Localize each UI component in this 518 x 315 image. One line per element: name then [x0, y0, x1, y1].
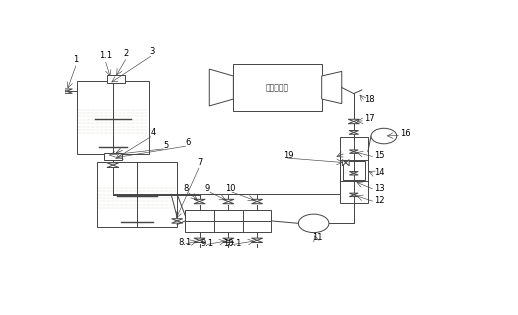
Polygon shape	[194, 240, 205, 243]
Text: 8.1: 8.1	[179, 238, 192, 247]
Text: 19: 19	[283, 151, 294, 160]
Text: 16: 16	[400, 129, 411, 138]
Circle shape	[371, 128, 397, 144]
Polygon shape	[348, 122, 359, 124]
Text: 14: 14	[374, 168, 384, 177]
Bar	[98, 184, 176, 209]
Polygon shape	[223, 202, 234, 204]
Bar	[340, 137, 368, 203]
Text: 9.1: 9.1	[200, 239, 213, 248]
Text: 枴炒反应炉: 枴炒反应炉	[266, 83, 289, 92]
Text: 9: 9	[205, 184, 210, 192]
Text: 10.1: 10.1	[223, 239, 242, 248]
Polygon shape	[349, 130, 358, 132]
Polygon shape	[252, 199, 263, 202]
Bar	[233, 65, 322, 111]
Polygon shape	[194, 238, 205, 240]
Polygon shape	[107, 165, 119, 168]
Text: 7: 7	[197, 158, 203, 167]
Text: 15: 15	[374, 151, 384, 160]
Bar	[107, 75, 125, 83]
Bar	[78, 107, 148, 135]
Polygon shape	[194, 202, 205, 204]
Text: 4: 4	[151, 128, 156, 137]
Bar	[104, 152, 122, 160]
Polygon shape	[348, 119, 359, 122]
Text: 6: 6	[185, 138, 191, 147]
Polygon shape	[349, 172, 358, 173]
Polygon shape	[349, 173, 358, 175]
Text: 11: 11	[312, 232, 322, 242]
Polygon shape	[171, 221, 183, 223]
Text: 13: 13	[374, 184, 384, 192]
Polygon shape	[223, 199, 234, 202]
Polygon shape	[349, 150, 358, 152]
Text: 18: 18	[364, 95, 375, 104]
Polygon shape	[349, 132, 358, 134]
Polygon shape	[349, 152, 358, 153]
Polygon shape	[171, 219, 183, 221]
Polygon shape	[107, 163, 119, 165]
Polygon shape	[346, 160, 349, 166]
Polygon shape	[194, 199, 205, 202]
Bar	[97, 162, 177, 227]
Text: 17: 17	[364, 114, 375, 123]
Polygon shape	[223, 238, 234, 240]
Text: 10: 10	[225, 184, 236, 192]
Polygon shape	[61, 91, 73, 93]
Polygon shape	[252, 240, 263, 243]
Polygon shape	[342, 160, 346, 166]
Polygon shape	[349, 193, 358, 195]
Text: 2: 2	[123, 49, 128, 58]
Polygon shape	[223, 240, 234, 243]
Bar	[343, 162, 365, 180]
Text: 5: 5	[163, 141, 168, 150]
Circle shape	[298, 214, 329, 232]
Text: 8: 8	[183, 184, 189, 192]
Polygon shape	[209, 69, 233, 106]
Polygon shape	[322, 72, 342, 104]
Text: 1.1: 1.1	[99, 51, 112, 60]
Text: 1: 1	[73, 55, 78, 64]
Polygon shape	[252, 202, 263, 204]
Bar	[185, 210, 271, 232]
Bar	[77, 82, 149, 154]
Text: 12: 12	[374, 196, 384, 205]
Polygon shape	[252, 238, 263, 240]
Polygon shape	[349, 195, 358, 197]
Text: 3: 3	[149, 47, 154, 55]
Polygon shape	[61, 89, 73, 91]
